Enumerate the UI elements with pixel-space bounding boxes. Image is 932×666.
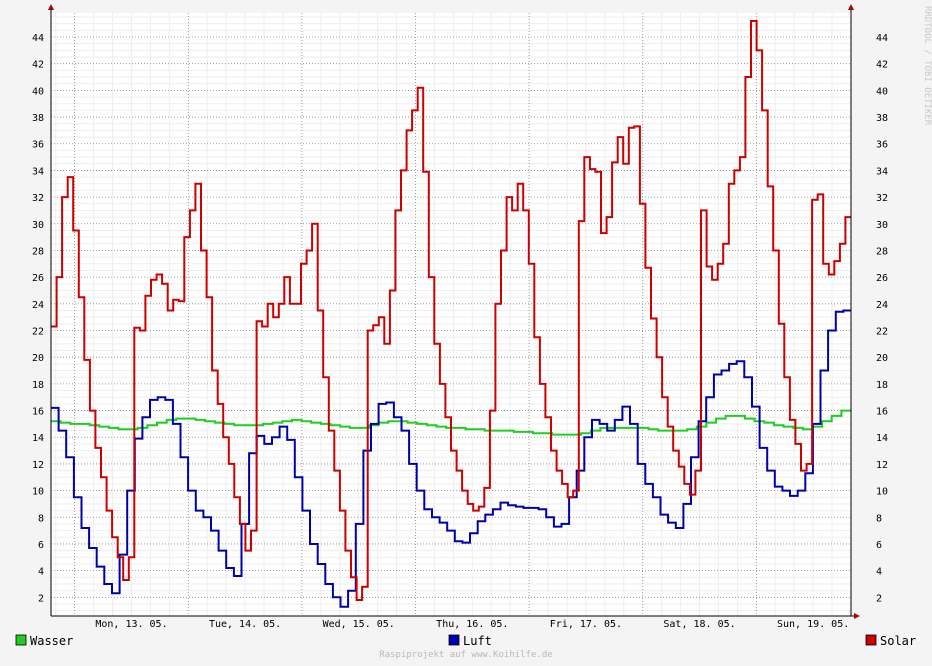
y-tick-label: 4 — [876, 567, 882, 578]
footer-credit: Raspiprojekt auf www.Koihilfe.de — [379, 650, 552, 660]
y-tick-label: 18 — [32, 380, 44, 391]
y-tick-label: 28 — [32, 246, 44, 257]
y-tick-label: 30 — [876, 220, 888, 231]
x-axis-arrow — [854, 613, 860, 619]
y-tick-label: 44 — [876, 33, 888, 44]
y-tick-label: 16 — [32, 407, 44, 418]
y-tick-label: 36 — [876, 140, 888, 151]
y-tick-label: 26 — [876, 273, 888, 284]
y-tick-label: 32 — [876, 193, 888, 204]
y-tick-label: 42 — [876, 60, 888, 71]
series-line-solar — [51, 20, 851, 601]
y-tick-label: 44 — [32, 33, 44, 44]
y-tick-label: 16 — [876, 407, 888, 418]
y-tick-label: 30 — [32, 220, 44, 231]
y-tick-label: 6 — [876, 540, 882, 551]
x-tick-labels: Mon, 13. 05. Tue, 14. 05. Wed, 15. 05. Thu,… — [95, 619, 849, 630]
series-line-luft — [51, 309, 851, 608]
series-line-wasser — [51, 409, 851, 436]
y-tick-label: 20 — [32, 353, 44, 364]
y-tick-label: 36 — [32, 140, 44, 151]
legend-swatch-solar — [865, 634, 877, 646]
x-tick-label: Sat, 18. 05. — [663, 619, 735, 630]
y-tick-label: 28 — [876, 246, 888, 257]
y-tick-label: 34 — [876, 166, 888, 177]
x-tick-label: Fri, 17. 05. — [550, 619, 622, 630]
x-tick-label: Thu, 16. 05. — [436, 619, 508, 630]
y-tick-label: 38 — [876, 113, 888, 124]
x-tick-label: Sun, 19. 05. — [777, 619, 849, 630]
y-tick-label: 18 — [876, 380, 888, 391]
y-tick-label: 22 — [32, 327, 44, 338]
y-tick-label: 20 — [876, 353, 888, 364]
y-tick-label: 4 — [38, 567, 44, 578]
y-axis-right-arrow — [848, 4, 854, 10]
x-tick-label: Wed, 15. 05. — [323, 619, 395, 630]
y-tick-label: 12 — [32, 460, 44, 471]
x-tick-label: Tue, 14. 05. — [209, 619, 281, 630]
y-tick-label: 22 — [876, 327, 888, 338]
y-tick-label: 8 — [38, 513, 44, 524]
y-tick-label: 40 — [32, 86, 44, 97]
y-tick-label: 40 — [876, 86, 888, 97]
y-tick-label: 10 — [876, 487, 888, 498]
plot-area — [51, 13, 851, 616]
y-tick-label: 6 — [38, 540, 44, 551]
y-tick-label: 42 — [32, 60, 44, 71]
y-tick-label: 2 — [876, 593, 882, 604]
axes — [48, 4, 860, 619]
legend-label-luft: Luft — [463, 634, 492, 648]
y-tick-label: 26 — [32, 273, 44, 284]
watermark: RRDTOOL / TOBI OETIKER — [922, 6, 932, 126]
x-tick-label: Mon, 13. 05. — [95, 619, 167, 630]
y-tick-label: 38 — [32, 113, 44, 124]
y-tick-label: 24 — [32, 300, 44, 311]
y-tick-label: 14 — [876, 433, 888, 444]
y-tick-label: 8 — [876, 513, 882, 524]
y-tick-label: 10 — [32, 487, 44, 498]
y-tick-label: 14 — [32, 433, 44, 444]
major-grid — [51, 13, 851, 616]
legend-swatch-luft — [448, 634, 460, 646]
y-axis-left-arrow — [48, 4, 54, 10]
legend-swatch-wasser — [15, 634, 27, 646]
legend-label-solar: Solar — [880, 634, 916, 648]
y-tick-label: 34 — [32, 166, 44, 177]
legend: Wasser Luft Solar — [15, 634, 916, 648]
series-lines — [51, 20, 851, 608]
y-tick-label: 24 — [876, 300, 888, 311]
y-tick-label: 2 — [38, 593, 44, 604]
y-tick-label: 12 — [876, 460, 888, 471]
legend-label-wasser: Wasser — [30, 634, 73, 648]
y-tick-label: 32 — [32, 193, 44, 204]
